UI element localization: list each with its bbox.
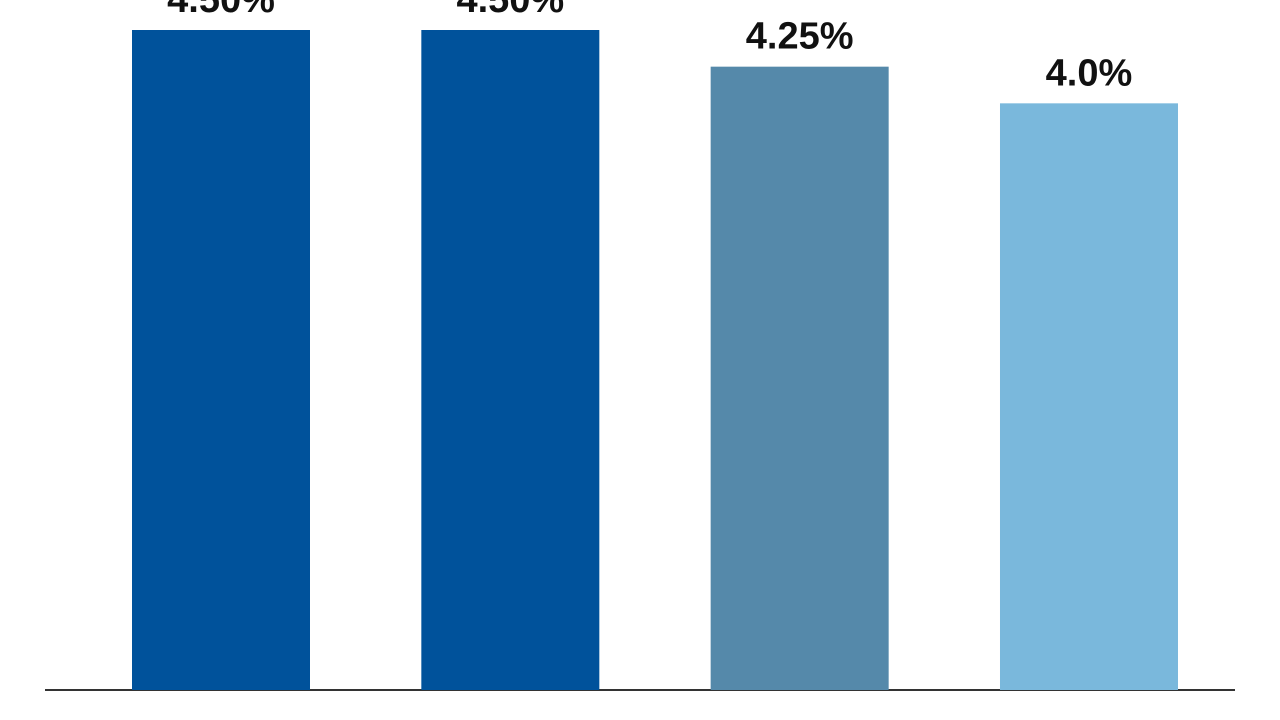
bar: [710, 66, 889, 690]
bar: [999, 103, 1178, 691]
bar: [421, 30, 600, 690]
bar: [132, 30, 310, 690]
value-label: 4.50%: [456, 0, 564, 21]
value-label: 4.50%: [167, 0, 275, 21]
value-label: 4.0%: [1046, 52, 1133, 94]
value-label: 4.25%: [746, 16, 854, 58]
